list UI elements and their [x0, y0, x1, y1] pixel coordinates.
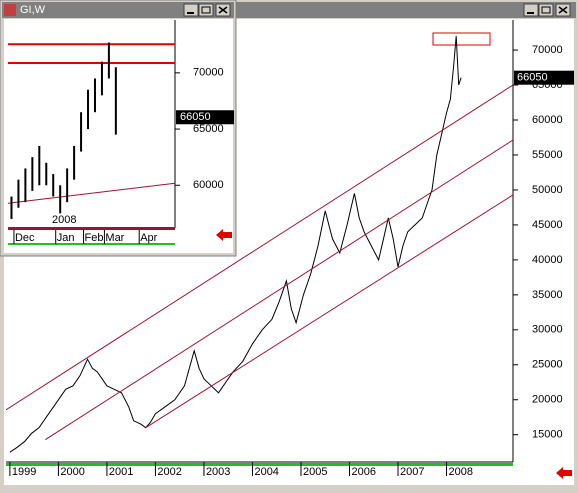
- y-tick-label: 30000: [532, 324, 563, 336]
- price-line: [9, 36, 462, 453]
- y-tick-label: 70000: [193, 67, 224, 79]
- scroll-arrow[interactable]: [216, 229, 232, 241]
- window-buttons[interactable]: [523, 3, 571, 17]
- x-tick-label: Apr: [140, 232, 157, 244]
- x-tick-label: 2005: [303, 466, 327, 478]
- plot: [6, 36, 513, 453]
- x-tick-label: 2003: [206, 466, 230, 478]
- glyph: [201, 6, 211, 14]
- x-tick-label: 2004: [254, 466, 278, 478]
- minimize-button[interactable]: [183, 3, 199, 17]
- main-chart: 15000 20000 25000 30000 35000 40000 45000 50000…: [6, 36, 574, 478]
- y-tick-label: 15000: [532, 429, 563, 441]
- x-tick-label: 2007: [400, 466, 424, 478]
- minimize-button[interactable]: [523, 3, 539, 17]
- last-value-box: [176, 110, 234, 125]
- time-strip: [6, 463, 513, 466]
- window-title: GI,W: [20, 4, 46, 16]
- maximize-button[interactable]: [198, 3, 214, 17]
- year-label: 2008: [52, 214, 76, 226]
- x-tick-label: Jan: [57, 232, 75, 244]
- time-strip: [8, 227, 175, 230]
- x-tick-label: Mar: [105, 232, 124, 244]
- y-tick-label: 60000: [532, 114, 563, 126]
- plot: [8, 42, 175, 220]
- last-value-box: [514, 70, 574, 85]
- x-tick-label: 2008: [449, 466, 473, 478]
- title-bar: [2, 2, 234, 18]
- scroll-arrow[interactable]: [556, 467, 572, 479]
- y-tick-label: 55000: [532, 149, 563, 161]
- x-tick-label: 2001: [109, 466, 133, 478]
- last-value-label: 66050: [517, 72, 548, 84]
- glyph: [541, 6, 551, 14]
- y-tick-label: 65000: [193, 123, 224, 135]
- highlight-box: [432, 32, 491, 46]
- inset-chart: 60000 65000 70000 Dec Jan Feb Mar Apr 2008 66050: [8, 42, 234, 244]
- y-tick-label: 35000: [532, 289, 563, 301]
- x-tick-label: Feb: [85, 232, 104, 244]
- chart-area: [4, 19, 233, 253]
- y-tick-label: 70000: [532, 44, 563, 56]
- channel-line: [145, 194, 513, 429]
- x-tick-label: 2000: [60, 466, 84, 478]
- y-tick-label: 25000: [532, 359, 563, 371]
- trend-line: [8, 182, 175, 204]
- x-tick-label: 2002: [157, 466, 181, 478]
- window-icon: [4, 4, 16, 16]
- x-tick-label: 2006: [351, 466, 375, 478]
- glyph: [218, 6, 228, 14]
- glyph: [558, 6, 568, 14]
- y-tick-label: 40000: [532, 254, 563, 266]
- y-tick-label: 20000: [532, 394, 563, 406]
- maximize-button[interactable]: [538, 3, 554, 17]
- y-tick-label: 60000: [193, 179, 224, 191]
- window-buttons[interactable]: [183, 3, 231, 17]
- x-tick-label: Dec: [15, 232, 35, 244]
- channel-line: [45, 139, 513, 441]
- last-value-label: 66050: [180, 111, 211, 123]
- y-tick-label: 50000: [532, 184, 563, 196]
- channel-line: [6, 84, 513, 411]
- y-tick-label: 45000: [532, 219, 563, 231]
- x-tick-label: 1999: [12, 466, 36, 478]
